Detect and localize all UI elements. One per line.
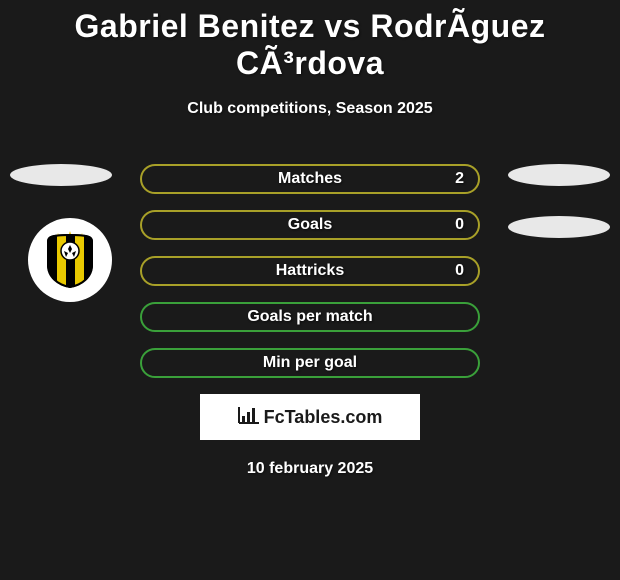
stat-row-min-per-goal: Min per goal: [140, 348, 480, 378]
shield-icon: [44, 231, 96, 289]
stat-row-goals-per-match: Goals per match: [140, 302, 480, 332]
page-subtitle: Club competitions, Season 2025: [0, 100, 620, 118]
stat-value-right: 0: [455, 216, 464, 234]
stat-label: Goals: [288, 216, 332, 234]
stat-label: Min per goal: [263, 354, 357, 372]
stat-row-hattricks: Hattricks 0: [140, 256, 480, 286]
player-right-placeholder-1: [508, 164, 610, 186]
stat-label: Goals per match: [247, 308, 372, 326]
page-title: Gabriel Benitez vs RodrÃ­guez CÃ³rdova: [0, 0, 620, 82]
fctables-badge[interactable]: FcTables.com: [200, 394, 420, 440]
stat-row-matches: Matches 2: [140, 164, 480, 194]
stat-row-goals: Goals 0: [140, 210, 480, 240]
club-logo-left: [28, 218, 112, 302]
stat-value-right: 2: [455, 170, 464, 188]
player-left-placeholder-1: [10, 164, 112, 186]
stats-area: Matches 2 Goals 0 Hattricks 0 Goals per …: [0, 164, 620, 478]
stat-label: Matches: [278, 170, 342, 188]
stat-label: Hattricks: [276, 262, 344, 280]
date-label: 10 february 2025: [0, 460, 620, 478]
stat-rows: Matches 2 Goals 0 Hattricks 0 Goals per …: [140, 164, 480, 378]
bar-chart-icon: [238, 406, 260, 429]
player-right-placeholder-2: [508, 216, 610, 238]
fctables-label: FcTables.com: [264, 407, 383, 428]
stat-value-right: 0: [455, 262, 464, 280]
